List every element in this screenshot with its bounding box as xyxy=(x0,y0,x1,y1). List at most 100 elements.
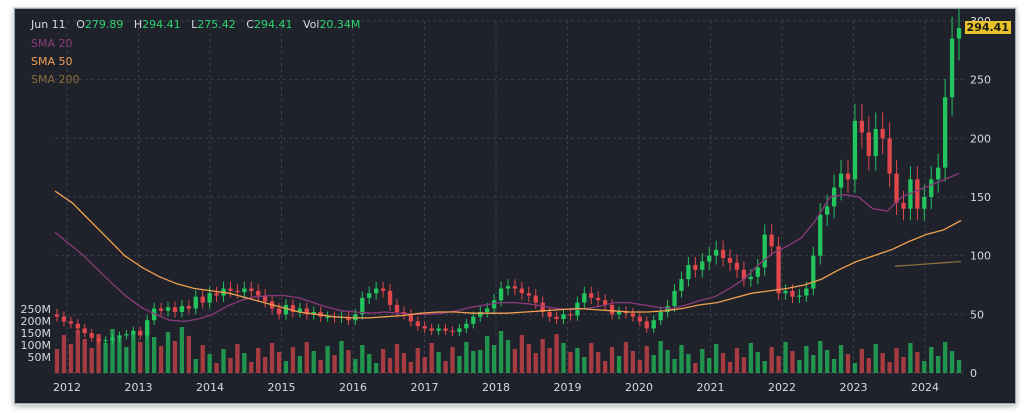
volume-bar xyxy=(818,341,823,373)
candle-body xyxy=(707,255,712,262)
volume-bar xyxy=(880,353,885,373)
volume-bar xyxy=(526,344,531,373)
volume-bar xyxy=(686,354,691,373)
x-tick-label: 2020 xyxy=(625,381,653,394)
volume-bar xyxy=(596,352,601,373)
candle-body xyxy=(283,304,289,315)
volume-value: 20.34M xyxy=(319,18,361,31)
candle-body xyxy=(901,202,906,209)
candle-body xyxy=(582,293,587,303)
volume-bar xyxy=(720,353,726,373)
volume-bar xyxy=(394,344,400,373)
volume-bar xyxy=(401,353,407,373)
volume-bar xyxy=(825,350,830,373)
volume-bar xyxy=(873,344,878,373)
candle-body xyxy=(422,326,427,329)
candle-body xyxy=(623,311,629,314)
candle-body xyxy=(547,311,552,317)
candle-body xyxy=(214,293,219,296)
chart-panel: 0501001502002503002012201320142015201620… xyxy=(14,8,1016,404)
candle-body xyxy=(512,286,518,289)
candle-body xyxy=(145,320,150,336)
volume-bar xyxy=(367,354,372,373)
candle-body xyxy=(727,258,733,263)
volume-bar xyxy=(387,358,393,373)
volume-bar xyxy=(242,353,247,373)
volume-tick-label: 200M xyxy=(21,315,52,328)
close-label: C xyxy=(246,18,254,31)
volume-bar xyxy=(269,343,275,373)
ohlc-readout: Jun 11 O279.89 H294.41 L275.42 C294.41 V… xyxy=(31,18,360,31)
volume-bar xyxy=(838,345,844,373)
candle-body xyxy=(609,304,615,315)
volume-bar xyxy=(589,343,594,373)
candle-body xyxy=(367,293,372,298)
candle-body xyxy=(256,290,261,296)
volume-bar xyxy=(568,352,573,373)
candle-body xyxy=(915,179,920,209)
legend-sma20[interactable]: SMA 20 xyxy=(31,37,73,50)
candle-body xyxy=(540,302,545,312)
candle-body xyxy=(637,316,642,322)
volume-bar xyxy=(103,343,108,373)
candle-body xyxy=(380,288,386,291)
candle-body xyxy=(686,265,691,280)
candle-body xyxy=(103,340,108,342)
volume-bar xyxy=(658,341,663,373)
legend-sma50[interactable]: SMA 50 xyxy=(31,55,73,68)
volume-bar xyxy=(249,362,254,373)
chart-canvas: 0501001502002503002012201320142015201620… xyxy=(21,9,991,394)
volume-bar xyxy=(845,354,851,373)
volume-bar xyxy=(776,356,781,373)
candle-body xyxy=(82,328,87,334)
candle-body xyxy=(873,128,878,156)
volume-bar xyxy=(644,346,649,373)
y-tick-label: 50 xyxy=(970,308,984,321)
candle-body xyxy=(263,295,268,302)
candle-body xyxy=(720,249,726,259)
volume-bar xyxy=(679,345,684,373)
volume-bar xyxy=(151,337,157,373)
volume-bar xyxy=(68,344,74,373)
candle-body xyxy=(561,314,566,320)
volume-bar xyxy=(124,347,129,373)
candle-body xyxy=(755,267,760,277)
volume-bar xyxy=(450,347,455,373)
candle-body xyxy=(596,297,601,301)
candle-body xyxy=(783,290,788,294)
volume-bar xyxy=(464,342,469,373)
volume-bar xyxy=(374,363,379,373)
volume-bar xyxy=(158,346,164,373)
volume-bar xyxy=(734,348,740,373)
volume-bar xyxy=(346,350,351,373)
candle-body xyxy=(852,120,858,180)
volume-bar xyxy=(609,347,615,373)
volume-bar xyxy=(540,339,545,373)
volume-bar xyxy=(956,360,962,373)
volume-bar xyxy=(186,336,191,373)
low-label: L xyxy=(191,18,198,31)
volume-bar xyxy=(852,363,858,373)
candle-body xyxy=(471,316,476,324)
volume-bar xyxy=(922,361,927,373)
candle-body xyxy=(68,321,74,324)
candle-body xyxy=(450,330,455,332)
volume-bar xyxy=(908,343,913,373)
volume-bar xyxy=(547,348,552,373)
volume-bar xyxy=(457,356,462,373)
legend-sma200[interactable]: SMA 200 xyxy=(31,73,80,86)
volume-bar xyxy=(485,336,490,373)
x-tick-label: 2021 xyxy=(697,381,725,394)
candle-body xyxy=(290,304,296,312)
volume-bar xyxy=(380,349,386,373)
candle-body xyxy=(491,300,497,309)
volume-bar xyxy=(283,361,289,373)
volume-bar xyxy=(339,341,344,373)
x-tick-label: 2013 xyxy=(125,381,153,394)
candle-body xyxy=(936,167,941,180)
candle-body xyxy=(797,295,802,297)
volume-bar xyxy=(415,348,420,373)
volume-bar xyxy=(256,348,261,373)
close-value: 294.41 xyxy=(253,18,293,31)
volume-bar xyxy=(505,340,511,373)
